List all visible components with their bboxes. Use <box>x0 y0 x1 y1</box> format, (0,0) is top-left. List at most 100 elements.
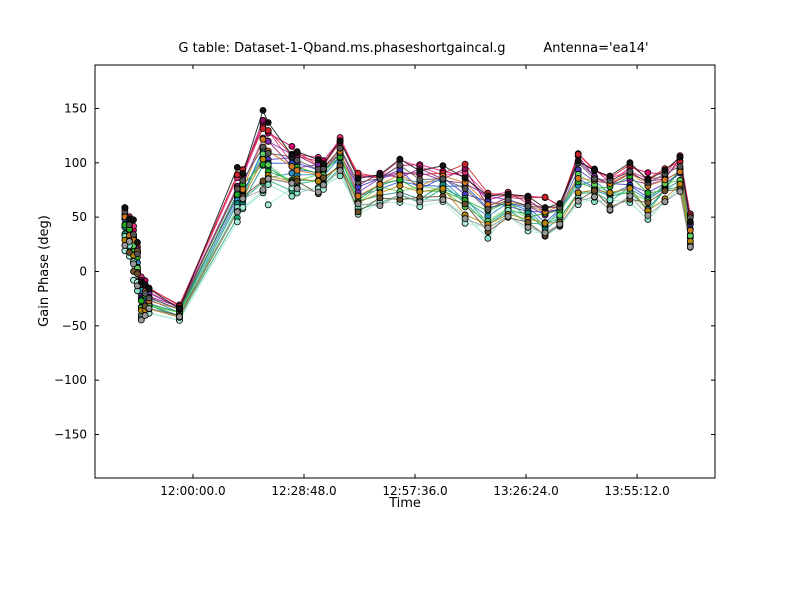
data-point <box>416 167 424 175</box>
y-tick-label: −100 <box>54 373 87 387</box>
data-point <box>264 127 272 134</box>
data-point <box>661 166 669 174</box>
data-point <box>293 148 301 156</box>
data-point <box>259 107 267 114</box>
data-point <box>644 169 652 177</box>
data-point <box>376 171 384 179</box>
data-point <box>461 160 469 168</box>
data-point <box>484 224 492 232</box>
data-point <box>661 176 669 184</box>
data-point <box>396 161 404 169</box>
data-point <box>416 198 424 206</box>
x-tick-label: 12:00:00.0 <box>160 484 225 498</box>
data-point <box>676 162 684 170</box>
data-point <box>376 180 384 188</box>
data-point <box>574 174 582 182</box>
data-point <box>121 204 129 212</box>
data-point <box>556 211 564 219</box>
data-point <box>314 156 322 164</box>
data-point <box>376 202 384 210</box>
data-point <box>461 185 469 193</box>
data-point <box>137 316 145 324</box>
data-point <box>130 260 137 268</box>
y-tick-label: 0 <box>79 265 87 279</box>
data-point <box>396 182 404 190</box>
data-point <box>396 191 404 199</box>
data-point <box>484 192 492 200</box>
data-point <box>541 219 549 227</box>
data-point <box>416 182 424 190</box>
data-point <box>145 285 153 293</box>
y-axis-label: Gain Phase (deg) <box>37 215 52 327</box>
data-point <box>336 137 344 145</box>
data-point <box>125 221 133 229</box>
data-point <box>574 150 582 158</box>
data-point <box>145 304 153 312</box>
data-point <box>591 175 598 183</box>
data-point <box>133 250 141 258</box>
data-point <box>264 161 272 169</box>
data-point <box>461 200 469 208</box>
data-point <box>574 189 582 197</box>
data-point <box>644 176 652 184</box>
data-point <box>676 188 684 196</box>
x-axis-label: Time <box>388 496 421 511</box>
data-point <box>336 167 344 175</box>
x-tick-label: 13:26:24.0 <box>493 484 558 498</box>
data-point <box>239 185 247 193</box>
y-tick-label: −150 <box>54 428 87 442</box>
data-point <box>239 195 247 203</box>
y-tick-label: −50 <box>62 319 87 333</box>
data-point <box>288 192 296 200</box>
data-point <box>574 197 582 205</box>
data-point <box>133 239 141 246</box>
plot-title: G table: Dataset-1-Qband.ms.phaseshortga… <box>178 41 505 56</box>
data-point <box>606 172 614 180</box>
data-point <box>541 204 549 212</box>
data-point <box>141 281 149 289</box>
data-point <box>264 119 272 126</box>
data-point <box>239 169 247 177</box>
data-point <box>354 192 362 200</box>
data-point <box>626 159 634 167</box>
data-point <box>288 142 296 150</box>
data-point <box>461 174 469 182</box>
data-point <box>686 218 694 226</box>
data-point <box>233 218 241 226</box>
data-point <box>676 153 684 161</box>
data-point <box>319 174 327 182</box>
y-tick-label: 100 <box>64 156 87 170</box>
data-point <box>259 143 267 151</box>
data-point <box>141 289 149 297</box>
plot-title-antenna: Antenna='ea14' <box>543 41 648 56</box>
data-point <box>319 181 327 189</box>
data-point <box>319 160 327 168</box>
data-point <box>137 297 145 305</box>
data-point <box>661 187 669 195</box>
data-point <box>626 184 634 192</box>
data-point <box>314 188 322 196</box>
data-point <box>264 175 272 183</box>
data-point <box>541 193 549 201</box>
data-point <box>264 181 272 189</box>
data-point <box>354 208 362 216</box>
data-point <box>293 156 301 164</box>
data-point <box>288 179 296 187</box>
data-point <box>606 206 614 214</box>
data-point <box>288 162 296 170</box>
data-point <box>504 190 512 198</box>
data-point <box>233 171 241 179</box>
data-point <box>556 220 564 228</box>
data-point <box>416 176 424 184</box>
data-point <box>591 167 598 175</box>
data-point <box>259 155 267 163</box>
data-point <box>644 211 652 219</box>
data-point <box>591 187 598 195</box>
data-point <box>145 294 153 302</box>
data-point <box>264 149 272 157</box>
data-point <box>239 176 247 184</box>
data-point <box>125 237 133 245</box>
x-tick-label: 12:28:48.0 <box>271 484 336 498</box>
